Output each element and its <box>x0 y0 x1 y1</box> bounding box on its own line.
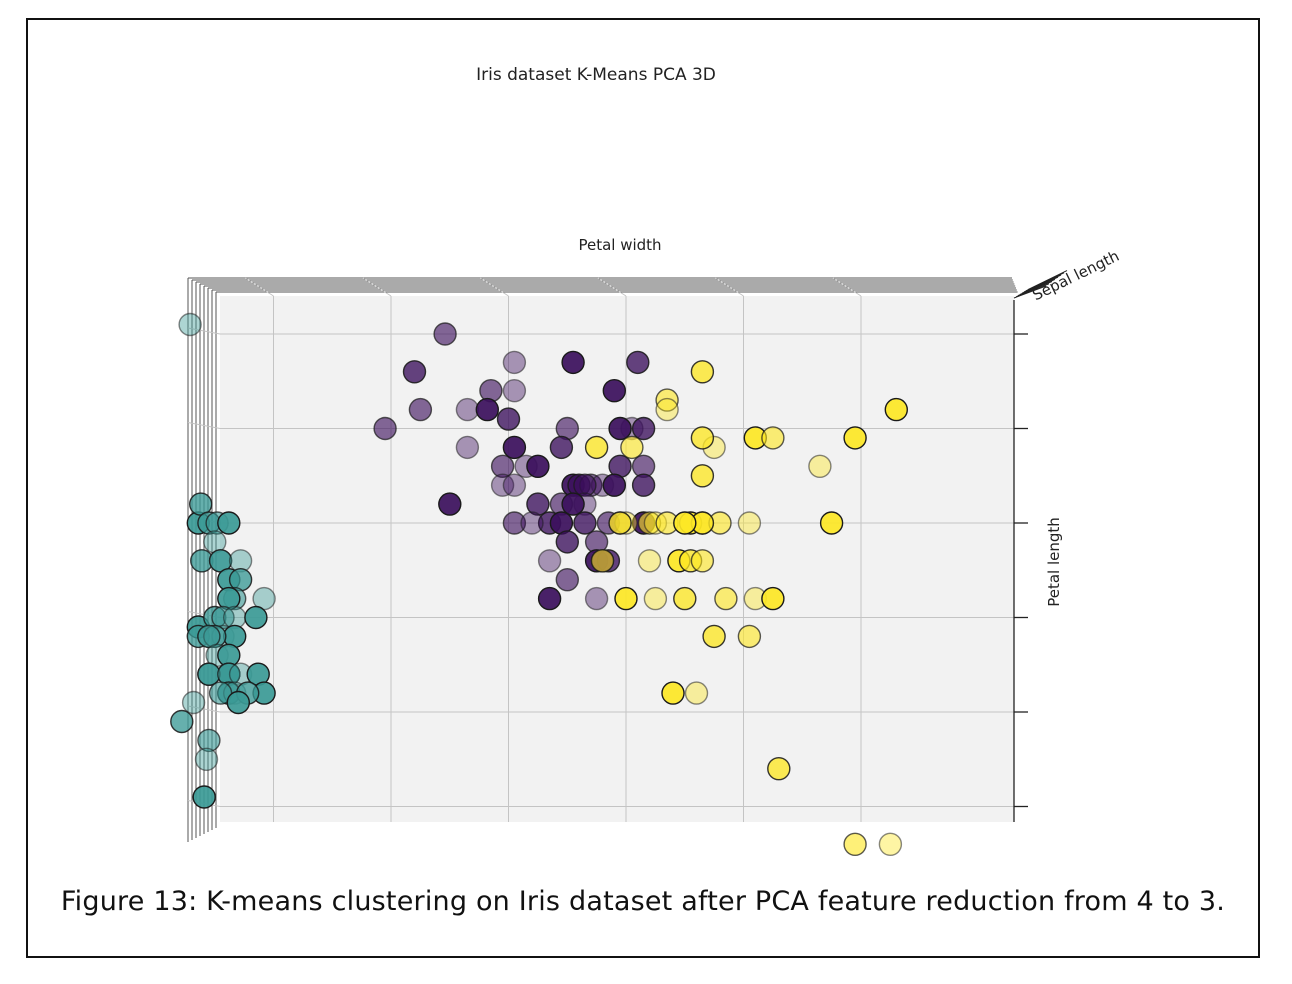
data-point <box>737 511 762 535</box>
data-point <box>620 435 644 460</box>
data-point <box>490 454 515 478</box>
data-point <box>170 709 194 734</box>
data-point <box>843 832 867 856</box>
data-point <box>808 454 832 478</box>
data-point <box>690 549 715 573</box>
x-gridline-top <box>597 277 627 297</box>
data-point <box>496 407 521 431</box>
data-point <box>626 350 650 375</box>
data-point <box>244 605 268 630</box>
data-point <box>181 690 206 715</box>
data-point <box>573 473 597 497</box>
data-point <box>878 832 903 856</box>
y-gridline-left <box>187 327 221 335</box>
data-point <box>608 416 632 441</box>
data-point <box>549 435 574 460</box>
z-axis-label: Sepal length <box>1030 247 1123 304</box>
x-axis-label: Petal width <box>578 236 661 254</box>
data-point <box>690 464 715 488</box>
data-point <box>502 435 527 460</box>
data-point <box>455 397 480 422</box>
data-point <box>490 473 515 497</box>
data-point <box>502 379 527 403</box>
data-point <box>537 586 562 611</box>
data-point <box>590 549 615 573</box>
data-point <box>178 312 202 337</box>
data-point <box>197 728 221 753</box>
z-tick <box>1027 270 1068 291</box>
data-point <box>402 360 427 384</box>
data-point <box>673 511 697 535</box>
y-axis-label: Petal length <box>1045 517 1063 607</box>
data-point <box>819 511 844 535</box>
x-gridline-top <box>480 277 509 297</box>
data-point <box>602 379 626 403</box>
data-point <box>761 426 785 450</box>
data-point <box>194 747 219 771</box>
data-point <box>561 492 585 516</box>
data-point <box>602 473 626 497</box>
data-point <box>217 511 241 535</box>
data-point <box>192 785 216 809</box>
data-point <box>684 681 709 705</box>
data-point <box>502 350 527 375</box>
data-point <box>438 492 462 516</box>
data-point <box>661 681 685 705</box>
data-point <box>690 426 715 450</box>
grid-layer <box>187 270 1068 842</box>
figure-caption: Figure 13: K-means clustering on Iris da… <box>60 886 1226 917</box>
data-point <box>408 397 433 422</box>
data-point <box>631 473 656 497</box>
data-point <box>555 568 579 592</box>
chart-title: Iris dataset K-Means PCA 3D <box>476 65 716 85</box>
data-point <box>843 426 867 450</box>
data-point <box>584 586 609 611</box>
data-point <box>584 435 609 460</box>
data-point <box>884 397 908 422</box>
y-gridline-left <box>187 422 221 429</box>
data-point <box>433 322 457 346</box>
data-point <box>643 586 668 611</box>
data-point <box>714 586 738 611</box>
data-point <box>673 586 697 611</box>
data-point <box>655 388 679 412</box>
data-point <box>520 511 544 535</box>
data-point <box>226 690 251 715</box>
data-point <box>561 350 585 375</box>
data-point <box>614 586 638 611</box>
data-point <box>761 586 785 611</box>
data-point <box>608 511 632 535</box>
x-gridline-top <box>362 277 392 297</box>
data-point <box>197 662 221 686</box>
data-point <box>502 473 527 497</box>
data-point <box>690 360 715 384</box>
data-point <box>475 397 499 422</box>
data-point <box>631 416 656 441</box>
data-point <box>479 379 503 403</box>
data-point <box>702 624 726 649</box>
data-point <box>502 511 527 535</box>
data-point <box>555 530 579 554</box>
data-point <box>637 549 662 573</box>
y-gridline-left <box>187 705 221 713</box>
x-gridline-top <box>715 277 744 297</box>
x-gridline-top <box>245 277 274 297</box>
data-point <box>526 492 550 516</box>
data-point <box>373 416 397 441</box>
data-point <box>573 511 597 535</box>
data-point <box>526 454 550 478</box>
data-point <box>655 397 679 422</box>
data-point <box>537 549 562 573</box>
data-point <box>737 624 762 649</box>
data-point <box>767 757 791 781</box>
x-gridline-top <box>832 277 862 297</box>
points-layer <box>170 312 908 856</box>
data-point <box>455 435 480 460</box>
